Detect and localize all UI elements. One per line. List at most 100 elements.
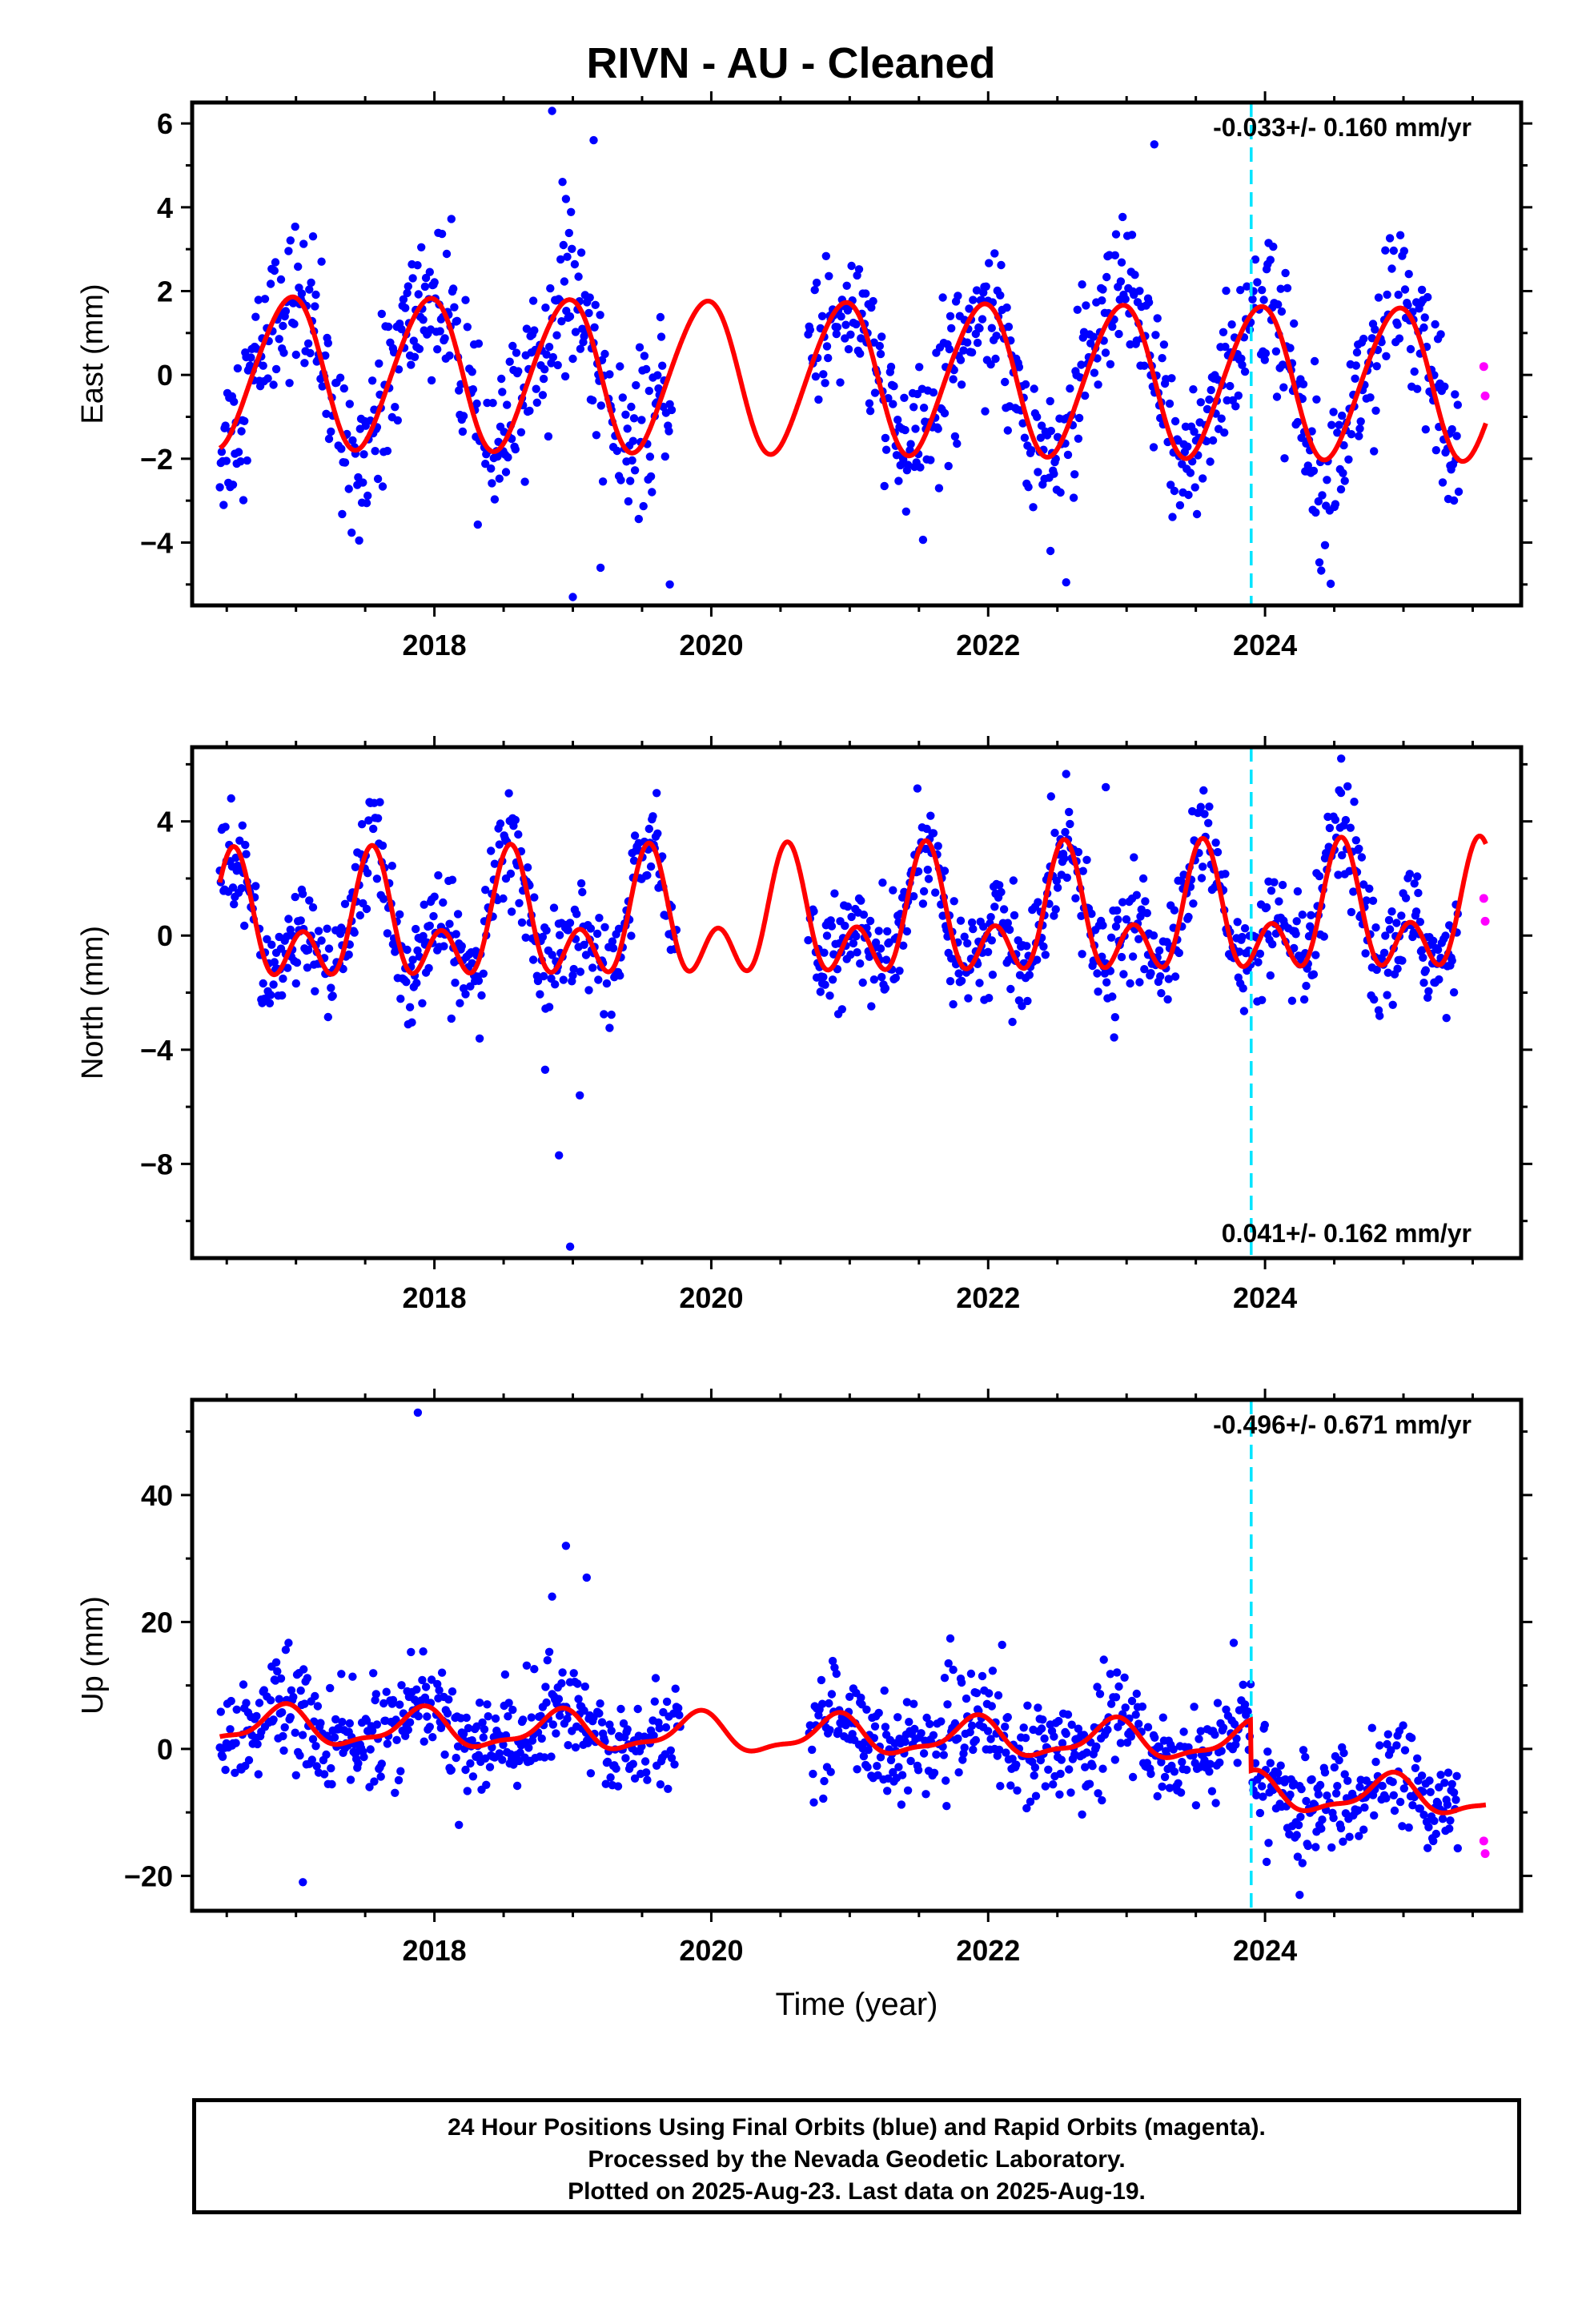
data-point — [1013, 1786, 1022, 1795]
y-axis-label: East (mm) — [76, 283, 110, 424]
data-point — [978, 315, 987, 324]
data-point — [584, 308, 593, 318]
data-point — [1277, 307, 1287, 316]
data-point — [1102, 978, 1111, 987]
data-point — [1435, 975, 1443, 984]
data-point — [1149, 443, 1158, 452]
data-point — [1063, 1710, 1073, 1719]
data-point — [1338, 411, 1347, 420]
data-point — [1387, 1746, 1395, 1755]
data-point — [1158, 354, 1166, 363]
data-point — [468, 1772, 478, 1781]
data-point — [1399, 1721, 1407, 1730]
data-point — [1433, 945, 1443, 955]
data-point — [539, 971, 548, 981]
data-point — [1290, 943, 1299, 953]
data-point — [554, 1695, 564, 1703]
data-point — [1327, 1843, 1336, 1852]
data-point — [1233, 918, 1242, 927]
data-point — [1136, 912, 1145, 921]
data-point — [1299, 1746, 1308, 1755]
data-point — [963, 338, 972, 347]
data-point — [311, 1691, 319, 1701]
data-point — [608, 943, 618, 953]
data-point — [419, 931, 428, 941]
data-point — [275, 335, 283, 344]
data-point — [516, 428, 526, 436]
data-point — [827, 1690, 837, 1699]
data-point — [464, 1723, 473, 1733]
data-point — [1424, 987, 1433, 996]
data-point — [1106, 360, 1115, 368]
data-point — [1056, 1769, 1065, 1779]
data-point — [1132, 891, 1142, 899]
data-point — [1234, 391, 1243, 400]
data-point — [1299, 380, 1308, 388]
data-point — [591, 300, 600, 309]
data-point — [1351, 374, 1359, 383]
data-point — [906, 1756, 915, 1766]
data-point — [983, 1727, 993, 1735]
data-point — [1078, 950, 1086, 959]
data-point — [1414, 888, 1423, 898]
data-point — [956, 356, 966, 364]
x-tick-label: 2018 — [403, 629, 467, 661]
data-point — [396, 1700, 404, 1709]
data-point — [453, 1742, 463, 1751]
data-point — [564, 1741, 572, 1750]
data-point — [1262, 1857, 1271, 1867]
data-point — [1098, 1795, 1106, 1805]
data-point — [1087, 909, 1096, 919]
data-point — [466, 1759, 475, 1768]
panel-frame — [190, 100, 1524, 608]
data-point — [1290, 319, 1299, 328]
data-point — [436, 1723, 446, 1732]
data-point — [878, 879, 887, 887]
data-point — [889, 400, 897, 408]
data-point — [1010, 911, 1019, 920]
data-point — [237, 884, 246, 893]
data-point — [946, 312, 955, 320]
data-point — [822, 342, 832, 351]
data-point — [1094, 1789, 1102, 1798]
data-point — [337, 1670, 346, 1679]
data-point — [514, 367, 523, 376]
data-point — [1191, 1801, 1201, 1810]
data-point — [1174, 948, 1184, 958]
data-point — [1179, 1727, 1188, 1736]
footer-line-3: Plotted on 2025-Aug-23. Last data on 202… — [568, 2178, 1146, 2205]
data-point — [504, 1699, 513, 1707]
data-point — [964, 994, 973, 1003]
data-point — [1266, 971, 1275, 980]
data-point — [371, 447, 379, 456]
data-point — [252, 1711, 261, 1721]
data-point — [1411, 907, 1421, 916]
data-point — [1037, 1724, 1046, 1733]
data-point — [945, 344, 954, 354]
data-point — [1259, 1792, 1267, 1801]
data-point — [493, 452, 502, 461]
data-point — [1440, 1779, 1449, 1787]
data-point — [1346, 823, 1355, 832]
data-point — [405, 1718, 415, 1727]
data-point — [903, 460, 913, 469]
data-point — [1229, 1638, 1239, 1647]
data-point — [967, 348, 977, 357]
data-point — [391, 403, 400, 412]
data-point — [874, 927, 883, 935]
data-point — [584, 986, 593, 995]
data-point — [1355, 432, 1363, 440]
data-point — [845, 1692, 854, 1701]
data-point — [865, 407, 875, 416]
data-point — [612, 446, 621, 456]
data-point — [1314, 1790, 1323, 1799]
data-point — [237, 427, 246, 436]
data-point — [371, 1690, 380, 1699]
data-point — [292, 958, 302, 967]
data-point — [1050, 911, 1058, 920]
data-point — [312, 1762, 321, 1771]
y-tick-label: 6 — [157, 107, 173, 140]
data-point — [266, 279, 275, 288]
data-point — [544, 343, 554, 352]
data-point — [1383, 1730, 1393, 1739]
